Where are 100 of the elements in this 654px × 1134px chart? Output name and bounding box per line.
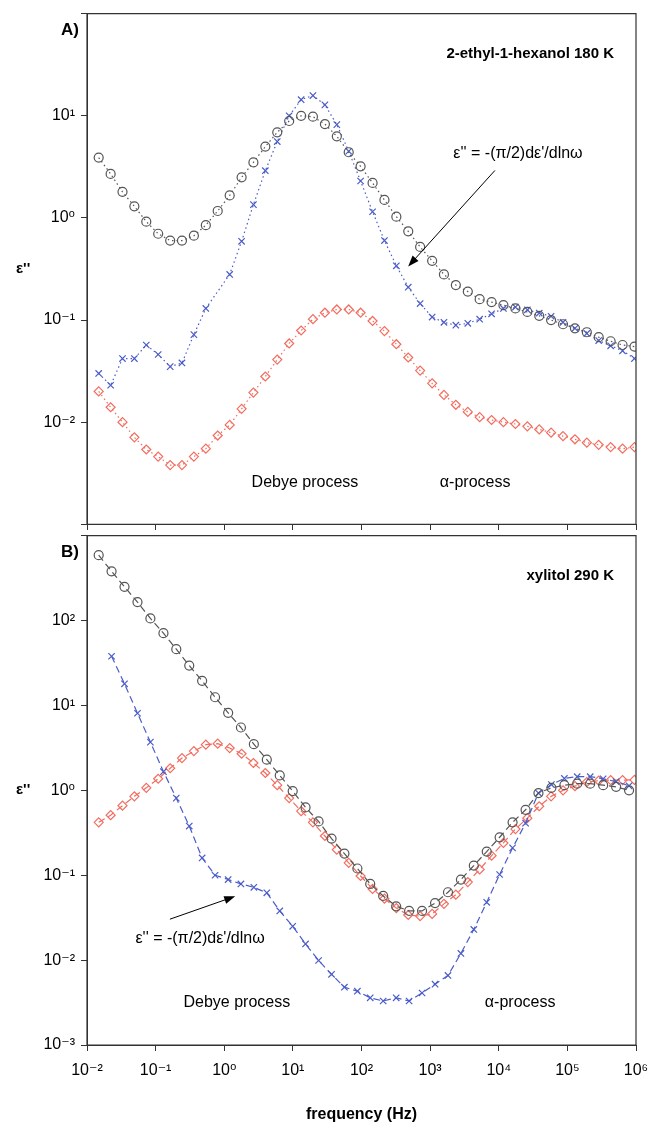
point (105, 810, 116, 821)
x-tick-label: 10⁶ (623, 1061, 649, 1079)
point (319, 118, 331, 130)
point (197, 675, 208, 686)
point (455, 874, 467, 885)
annotation: α-process (439, 472, 511, 490)
y-tick-label: 10⁻¹ (43, 310, 75, 328)
point (468, 860, 479, 871)
point (508, 844, 517, 852)
point (404, 283, 413, 291)
point (557, 431, 569, 442)
point (331, 304, 342, 315)
point (154, 350, 162, 359)
point (288, 922, 297, 931)
point (546, 782, 557, 793)
point (522, 421, 533, 432)
point (224, 190, 235, 201)
point (450, 399, 461, 410)
point (339, 848, 350, 859)
point (313, 816, 324, 827)
point (188, 230, 199, 241)
point (403, 226, 414, 237)
point (327, 970, 336, 979)
point (573, 772, 581, 781)
annotation: ε'' = -(π/2)dε'/dlnω (135, 929, 265, 947)
point (545, 427, 557, 438)
point (153, 451, 164, 462)
point (235, 722, 247, 733)
point (352, 863, 363, 874)
x-tick-label: 10⁰ (212, 1061, 237, 1079)
point (106, 566, 117, 577)
y-tick-label: 10⁰ (50, 208, 75, 226)
point (547, 312, 555, 321)
point (403, 352, 414, 363)
point (520, 804, 531, 815)
point (617, 339, 628, 351)
point (119, 581, 130, 592)
point (188, 451, 199, 462)
point (457, 949, 465, 958)
x-axis-title: frequency (Hz) (305, 1104, 418, 1122)
point (522, 306, 533, 318)
point (365, 878, 376, 890)
y-tick-label: 10⁻² (43, 950, 76, 968)
point (319, 307, 331, 318)
point (284, 338, 295, 349)
point (107, 652, 116, 661)
point (141, 216, 152, 227)
point (93, 386, 104, 397)
text: xylitol 290 K (526, 565, 615, 583)
point (224, 875, 232, 884)
point (106, 381, 115, 390)
point (535, 309, 544, 317)
point (487, 310, 496, 318)
point (236, 403, 247, 414)
point (415, 241, 426, 253)
point (296, 110, 307, 121)
point (612, 777, 620, 786)
point (165, 235, 176, 246)
chart-title: A) (61, 20, 79, 40)
point (117, 186, 128, 197)
point (159, 767, 168, 776)
annotation: ε'' = -(π/2)dε'/dlnω (453, 144, 583, 162)
x-tick-label: 10⁵ (555, 1061, 580, 1079)
point (158, 628, 169, 639)
point (314, 956, 323, 965)
point (416, 299, 424, 308)
point (355, 307, 366, 318)
annotation: Debye process (251, 472, 359, 490)
point (284, 115, 295, 127)
point (534, 424, 545, 435)
point (105, 402, 116, 413)
point (606, 341, 615, 350)
point (190, 330, 198, 339)
point (427, 378, 438, 389)
point (599, 774, 607, 783)
point (547, 780, 556, 789)
point (379, 325, 390, 337)
point (427, 255, 438, 266)
point (145, 613, 156, 624)
point (198, 854, 206, 862)
point (481, 846, 492, 857)
point (237, 237, 246, 246)
y-tick-label: 10⁻² (43, 412, 76, 430)
point (184, 660, 195, 671)
point (366, 994, 375, 1002)
point (343, 304, 354, 315)
point (418, 989, 426, 997)
point (486, 414, 497, 426)
point (593, 439, 604, 450)
annotation: Debye process (183, 993, 291, 1011)
point (129, 201, 140, 212)
x-tick-label: 10³ (418, 1061, 443, 1079)
point (296, 325, 307, 336)
point (452, 321, 460, 330)
y-tick-label: 10¹ (51, 695, 75, 713)
point (438, 389, 450, 400)
point (171, 644, 182, 655)
point (380, 236, 389, 245)
point (625, 782, 633, 790)
point (212, 205, 223, 217)
